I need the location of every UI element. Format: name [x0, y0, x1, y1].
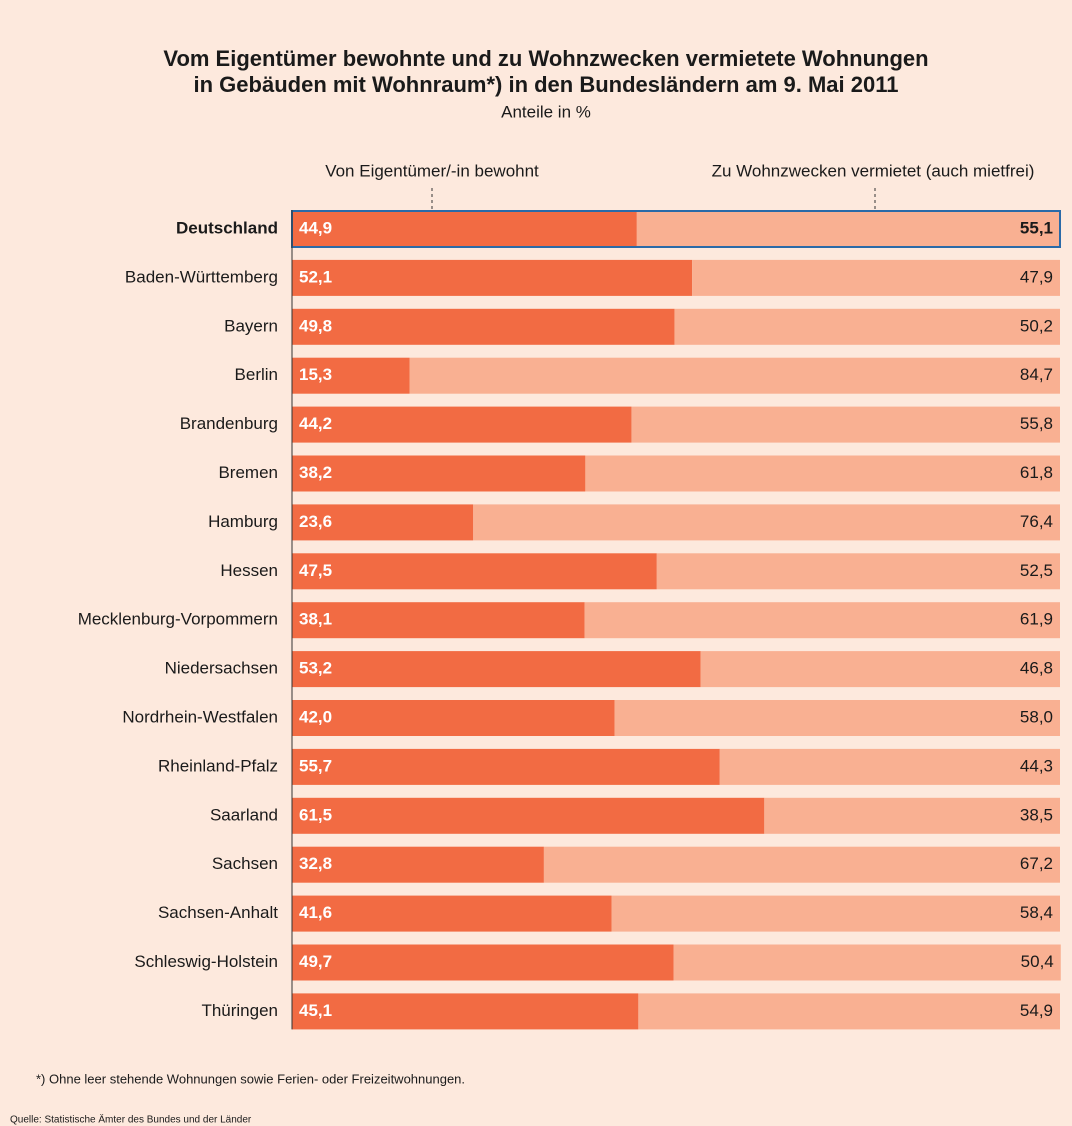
value-label: 52,1 — [299, 267, 332, 286]
value-label: 45,1 — [299, 1001, 332, 1020]
category-label: Schleswig-Holstein — [134, 952, 278, 971]
bar-segment — [700, 651, 1060, 688]
category-label: Hamburg — [208, 512, 278, 531]
category-label: Thüringen — [201, 1001, 278, 1020]
value-label: 55,8 — [1020, 414, 1053, 433]
bar-segment — [292, 211, 637, 247]
bar-segment — [292, 259, 693, 296]
category-label: Baden-Württemberg — [125, 267, 278, 286]
bar-segment — [543, 846, 1060, 883]
category-label: Berlin — [235, 365, 278, 384]
value-label: 53,2 — [299, 659, 332, 678]
value-label: 61,5 — [299, 805, 332, 824]
value-label: 54,9 — [1020, 1001, 1053, 1020]
value-label: 49,7 — [299, 952, 332, 971]
value-label: 47,9 — [1020, 267, 1053, 286]
value-label: 61,8 — [1020, 463, 1053, 482]
category-label: Rheinland-Pfalz — [158, 756, 278, 775]
category-label: Sachsen-Anhalt — [158, 903, 278, 922]
bar-segment — [292, 308, 675, 345]
value-label: 38,5 — [1020, 805, 1053, 824]
bar-segment — [638, 993, 1060, 1030]
value-label: 32,8 — [299, 854, 332, 873]
bar-segment — [673, 944, 1061, 981]
bar-segment — [292, 700, 615, 736]
value-label: 44,2 — [299, 414, 332, 433]
bar-segment — [292, 504, 474, 541]
value-label: 55,7 — [299, 756, 332, 775]
value-label: 41,6 — [299, 903, 332, 922]
bar-segment — [636, 211, 1060, 247]
value-label: 23,6 — [299, 512, 332, 531]
value-label: 52,5 — [1020, 561, 1053, 580]
value-label: 38,2 — [299, 463, 332, 482]
category-label: Bremen — [218, 463, 278, 482]
bar-segment — [764, 797, 1060, 834]
value-label: 44,9 — [299, 218, 332, 237]
bar-segment — [292, 602, 585, 639]
chart-title: Vom Eigentümer bewohnte und zu Wohnzweck… — [163, 46, 928, 71]
bar-segment — [692, 259, 1060, 296]
value-label: 76,4 — [1020, 512, 1053, 531]
category-label: Niedersachsen — [165, 659, 278, 678]
bar-segment — [292, 406, 632, 443]
bar-segment — [292, 455, 586, 492]
bar-segment — [292, 797, 765, 834]
bar-segment — [292, 651, 701, 688]
bar-segment — [674, 308, 1060, 345]
value-label: 67,2 — [1020, 854, 1053, 873]
footnote: *) Ohne leer stehende Wohnungen sowie Fe… — [36, 1071, 465, 1086]
value-label: 84,7 — [1020, 365, 1053, 384]
category-label: Bayern — [224, 316, 278, 335]
value-label: 61,9 — [1020, 610, 1053, 629]
bar-segment — [292, 357, 410, 394]
bar-segment — [292, 553, 657, 590]
category-label: Saarland — [210, 805, 278, 824]
bar-segment — [611, 895, 1060, 932]
value-label: 47,5 — [299, 561, 332, 580]
legend-label: Von Eigentümer/-in bewohnt — [325, 161, 539, 180]
bar-segment — [614, 700, 1060, 736]
bar-segment — [292, 748, 720, 785]
value-label: 58,0 — [1020, 707, 1053, 726]
category-label: Hessen — [220, 561, 278, 580]
value-label: 50,2 — [1020, 316, 1053, 335]
value-label: 49,8 — [299, 316, 332, 335]
value-label: 15,3 — [299, 365, 332, 384]
chart-title: in Gebäuden mit Wohnraum*) in den Bundes… — [194, 72, 899, 97]
value-label: 42,0 — [299, 707, 332, 726]
category-label: Mecklenburg-Vorpommern — [78, 610, 278, 629]
bar-segment — [292, 944, 674, 981]
bar-segment — [292, 993, 639, 1030]
value-label: 46,8 — [1020, 659, 1053, 678]
chart-subtitle: Anteile in % — [501, 102, 591, 121]
category-label: Brandenburg — [180, 414, 278, 433]
category-label: Sachsen — [212, 854, 278, 873]
bar-segment — [584, 602, 1060, 639]
bar-segment — [292, 846, 544, 883]
value-label: 50,4 — [1021, 952, 1054, 971]
value-label: 55,1 — [1020, 218, 1053, 237]
bar-segment — [719, 748, 1060, 785]
legend-label: Zu Wohnzwecken vermietet (auch mietfrei) — [712, 161, 1035, 180]
source: Quelle: Statistische Ämter des Bundes un… — [10, 1114, 252, 1126]
bar-segment — [656, 553, 1060, 590]
value-label: 58,4 — [1020, 903, 1053, 922]
value-label: 38,1 — [299, 610, 332, 629]
bar-segment — [409, 357, 1060, 394]
category-label: Deutschland — [176, 218, 278, 237]
bar-segment — [473, 504, 1060, 541]
bar-segment — [631, 406, 1060, 443]
value-label: 44,3 — [1020, 756, 1053, 775]
bar-segment — [585, 455, 1060, 492]
bar-segment — [292, 895, 612, 932]
category-label: Nordrhein-Westfalen — [122, 707, 278, 726]
